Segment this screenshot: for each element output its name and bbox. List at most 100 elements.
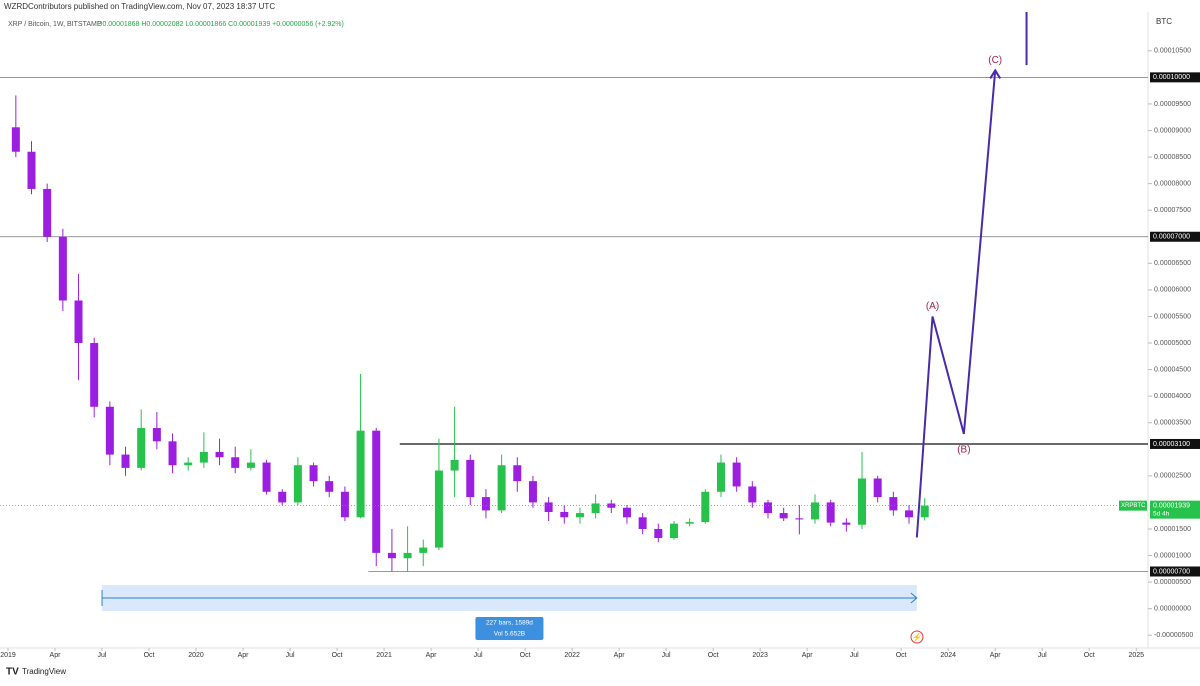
x-tick-label: Oct — [144, 652, 155, 659]
candle-body — [811, 502, 820, 520]
level-label: 0.00000700 — [1153, 568, 1190, 575]
candle-body — [246, 462, 255, 468]
candle-body — [905, 510, 914, 518]
candle-body — [90, 343, 99, 407]
candle-body — [701, 491, 710, 523]
candle-body — [403, 552, 412, 559]
candle-body — [481, 497, 490, 511]
candle-body — [748, 486, 757, 503]
x-tick-label: 2020 — [188, 652, 204, 659]
x-tick-label: Apr — [802, 652, 814, 659]
range-arrowhead — [910, 592, 918, 604]
x-tick-label: Oct — [332, 652, 343, 659]
x-tick-label: Apr — [50, 652, 62, 659]
y-tick-label: 0.00005500 — [1154, 313, 1191, 320]
candle-body — [466, 459, 475, 498]
candle-body — [638, 517, 647, 529]
y-tick-label: 0.00000500 — [1154, 579, 1191, 586]
candle-body — [560, 511, 569, 518]
range-tag — [475, 617, 544, 640]
candle-body — [231, 457, 240, 468]
candle-body — [293, 465, 302, 503]
symbol: XRP / Bitcoin, 1W, BITSTAMP — [8, 21, 102, 28]
candle-body — [575, 513, 584, 518]
event-icon — [910, 630, 924, 644]
y-tick-label: 0.00005000 — [1154, 340, 1191, 347]
y-tick-label: 0.00007500 — [1154, 207, 1191, 214]
ohlc: O0.00001868 H0.00002082 L0.00001866 C0.0… — [97, 21, 344, 28]
candle-body — [763, 502, 772, 514]
y-tick-label: 0.00009500 — [1154, 101, 1191, 108]
candle-body — [544, 502, 553, 512]
candle-body — [168, 441, 177, 466]
x-tick-label: Oct — [1084, 652, 1095, 659]
candle-body — [372, 430, 381, 553]
x-tick-label: 2021 — [376, 652, 392, 659]
candle-body — [685, 522, 694, 524]
y-tick-label: 0.00001000 — [1154, 552, 1191, 559]
candle-body — [215, 451, 224, 458]
candle-body — [58, 236, 67, 301]
x-tick-label: Apr — [426, 652, 438, 659]
candle-body — [858, 478, 867, 525]
candle-body — [842, 522, 851, 525]
candle-body — [669, 523, 678, 539]
candle-body — [654, 528, 663, 539]
candle-body — [137, 428, 146, 468]
x-tick-label: Jul — [850, 652, 859, 659]
level-tag — [1150, 72, 1200, 83]
y-tick-label: 0.00008500 — [1154, 154, 1191, 161]
last-name-tag — [1119, 500, 1147, 511]
candle-body — [826, 502, 835, 523]
range-label: 227 bars, 1589d — [486, 620, 533, 627]
x-tick-label: Apr — [990, 652, 1002, 659]
y-tick-label: 0.00002500 — [1154, 473, 1191, 480]
candle-body — [43, 188, 52, 237]
candle-body — [779, 513, 788, 519]
y-tick-label: 0.00004500 — [1154, 366, 1191, 373]
candle-body — [105, 406, 114, 455]
level-tag — [1150, 566, 1200, 577]
y-tick-label: 0.00003500 — [1154, 420, 1191, 427]
event-icon: ⚡ — [912, 632, 922, 642]
range-label: Vol 5.652B — [494, 631, 525, 638]
y-tick-label: 0.00009000 — [1154, 127, 1191, 134]
candle-body — [450, 459, 459, 471]
x-tick-label: Oct — [520, 652, 531, 659]
x-tick-label: Apr — [238, 652, 250, 659]
x-tick-label: Jul — [662, 652, 671, 659]
x-tick-label: 2024 — [940, 652, 956, 659]
x-tick-label: Jul — [286, 652, 295, 659]
candle-body — [497, 465, 506, 511]
projection-arrowhead — [989, 68, 1002, 79]
last-name: XRPBTC — [1121, 503, 1146, 509]
candle-body — [513, 465, 522, 482]
candle-body — [434, 470, 443, 548]
candle-body — [607, 503, 616, 508]
y-axis-label: BTC — [1156, 17, 1172, 26]
footer: TradingView — [22, 667, 66, 676]
x-tick-label: Jul — [1038, 652, 1047, 659]
last-price-tag — [1150, 500, 1200, 519]
level-label: 0.00010000 — [1153, 74, 1190, 81]
candle-body — [356, 430, 365, 518]
candle-body — [278, 491, 287, 503]
candle-body — [528, 481, 537, 503]
x-tick-label: 2025 — [1128, 652, 1144, 659]
level-tag — [1150, 231, 1200, 242]
candle-body — [340, 491, 349, 518]
projection-path — [915, 12, 1028, 538]
candle-body — [591, 503, 600, 514]
candle-body — [920, 505, 929, 518]
candle-body — [74, 300, 83, 344]
wave-label: (C) — [988, 55, 1002, 66]
x-tick-label: Apr — [614, 652, 626, 659]
publisher: WZRDContributors published on TradingVie… — [4, 2, 275, 11]
x-tick-label: 2019 — [0, 652, 16, 659]
y-tick-label: -0.00000500 — [1154, 632, 1193, 639]
candle-body — [387, 552, 396, 559]
candle-body — [184, 462, 193, 466]
y-tick-label: 0.00001500 — [1154, 526, 1191, 533]
